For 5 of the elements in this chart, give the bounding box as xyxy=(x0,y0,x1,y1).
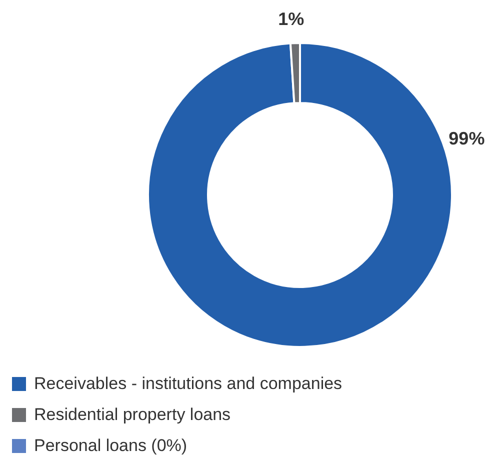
legend-label: Receivables - institutions and companies xyxy=(34,374,342,394)
data-label: 99% xyxy=(448,128,485,149)
data-label: 1% xyxy=(278,9,304,30)
legend-label: Residential property loans xyxy=(34,404,231,424)
legend-label: Personal loans (0%) xyxy=(34,436,188,456)
